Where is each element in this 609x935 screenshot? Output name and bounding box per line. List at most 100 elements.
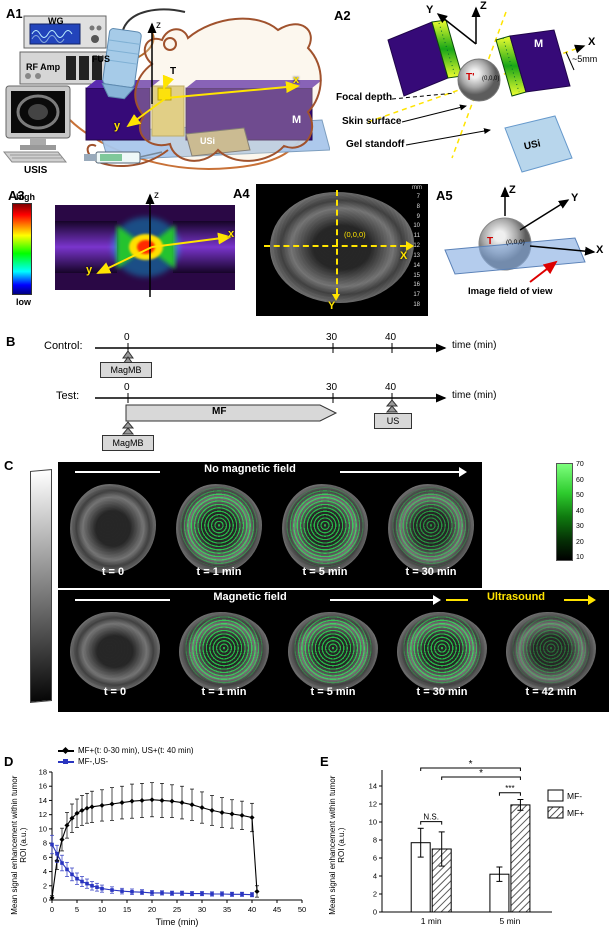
test-tick-30: 30 <box>326 382 338 393</box>
ultrasound-reference-image <box>256 184 428 316</box>
z-label: Z <box>480 0 487 12</box>
panel-a5-label: A5 <box>436 188 453 203</box>
wg-label: WG <box>48 16 64 26</box>
svg-text:50: 50 <box>298 905 306 914</box>
panel-a3-label: A3 <box>8 188 25 203</box>
tumor-label: T <box>170 66 177 77</box>
panel-e-label: E <box>320 754 329 769</box>
us-frame-mf-t42 <box>498 606 604 700</box>
skin-surface-label: Skin surface <box>342 116 402 127</box>
keyboard <box>2 151 68 163</box>
time-label: t = 42 min <box>525 686 577 698</box>
test-label: Test: <box>56 390 80 402</box>
magnet-label: M <box>292 114 302 126</box>
x-label: X <box>400 250 408 262</box>
us-frame-mf-t0 <box>62 606 168 700</box>
y-axis-arrow <box>519 199 570 231</box>
svg-text:***: *** <box>505 784 514 793</box>
tumor-sphere <box>457 58 501 102</box>
no-mf-arrowhead-icon <box>459 467 467 477</box>
legend-mf-minus: MF-,US- <box>58 757 108 766</box>
svg-text:8: 8 <box>373 836 377 845</box>
us-frame-mf-t30 <box>389 606 495 700</box>
svg-text:18: 18 <box>39 768 47 777</box>
us-box: US <box>374 413 412 429</box>
svg-text:6: 6 <box>373 854 377 863</box>
mouse-outline <box>134 17 322 162</box>
svg-text:0: 0 <box>50 905 54 914</box>
legend-mf-minus-text: MF-,US- <box>78 757 109 766</box>
svg-text:5 min: 5 min <box>500 916 521 926</box>
y-label: y <box>114 120 121 132</box>
x-label: X <box>596 244 604 256</box>
geometry-illustration <box>367 6 586 173</box>
legend-line-blue <box>58 758 74 764</box>
ultrasound-header: Ultrasound <box>468 591 564 603</box>
time-label: t = 0 <box>103 686 127 698</box>
fus-transducer <box>101 28 142 100</box>
time-label: t = 5 min <box>310 686 356 698</box>
magnet-right <box>509 29 571 93</box>
focal-depth-label: Focal depth <box>336 92 393 103</box>
origin-label: (0,0,0) <box>344 230 366 239</box>
svg-text:12: 12 <box>39 810 47 819</box>
svg-text:2: 2 <box>373 890 377 899</box>
svg-text:45: 45 <box>273 905 281 914</box>
rf-amp-label: RF Amp <box>26 62 61 72</box>
svg-text:35: 35 <box>223 905 231 914</box>
svg-text:14: 14 <box>39 796 47 805</box>
panel-d-label: D <box>4 754 14 769</box>
grayscale-colorbar <box>30 469 52 703</box>
svg-text:14: 14 <box>369 782 377 791</box>
panel-a4-label: A4 <box>233 186 250 201</box>
e-ylabel: Mean signal enhancement within tumor ROI… <box>327 775 346 915</box>
mf-label: MF <box>212 406 227 417</box>
mf-header: Magnetic field <box>170 591 330 603</box>
fov-pointer-arrow <box>529 260 558 283</box>
time-label: t = 1 min <box>196 566 242 578</box>
origin-label: (0,0,0) <box>482 76 500 82</box>
svg-text:4: 4 <box>43 867 47 876</box>
legend-line-black <box>58 746 74 754</box>
svg-text:12: 12 <box>369 800 377 809</box>
y-axis-arrow <box>96 246 153 274</box>
d-ylabel: Mean signal enhancement within tumor ROI… <box>9 775 28 915</box>
tumor-cross-section <box>269 191 415 303</box>
legend-mf-plus-text: MF+(t: 0-30 min), US+(t: 40 min) <box>78 746 194 755</box>
five-mm-label: ~5mm <box>572 54 598 64</box>
colorbar-high-label: high <box>16 192 35 202</box>
svg-text:10: 10 <box>369 818 377 827</box>
z-label: Z <box>509 184 516 196</box>
us-frame-nomf-t1 <box>168 478 270 584</box>
fus-label: FUS <box>92 54 110 64</box>
tumor-label: T <box>487 236 494 247</box>
svg-text:6: 6 <box>43 853 47 862</box>
svg-text:0: 0 <box>43 896 47 905</box>
svg-text:8: 8 <box>43 839 47 848</box>
time-label: t = 5 min <box>302 566 348 578</box>
svg-text:*: * <box>469 760 473 770</box>
test-tick-40: 40 <box>385 382 397 393</box>
svg-text:2: 2 <box>43 881 47 890</box>
timeline-diagram <box>95 343 447 435</box>
time-label: t = 0 <box>101 566 125 578</box>
diamond-marker-icon <box>61 746 70 754</box>
control-tick-0: 0 <box>124 332 130 343</box>
test-magmb-box: MagMB <box>102 435 154 451</box>
x-arrowhead-icon <box>406 241 414 251</box>
svg-text:MF-: MF- <box>567 791 582 801</box>
usi-probe <box>185 127 251 157</box>
us-frame-mf-t5 <box>280 606 386 700</box>
usis-label: USIS <box>24 165 48 176</box>
usi-label: USi <box>200 136 216 146</box>
rainbow-colorbar <box>12 203 32 295</box>
svg-text:25: 25 <box>173 905 181 914</box>
control-time-axis-label: time (min) <box>452 340 497 351</box>
control-tick-40: 40 <box>385 332 397 343</box>
svg-text:15: 15 <box>123 905 131 914</box>
svg-text:5: 5 <box>75 905 79 914</box>
svg-text:Time (min): Time (min) <box>156 917 199 927</box>
mouse-ear <box>163 37 177 51</box>
